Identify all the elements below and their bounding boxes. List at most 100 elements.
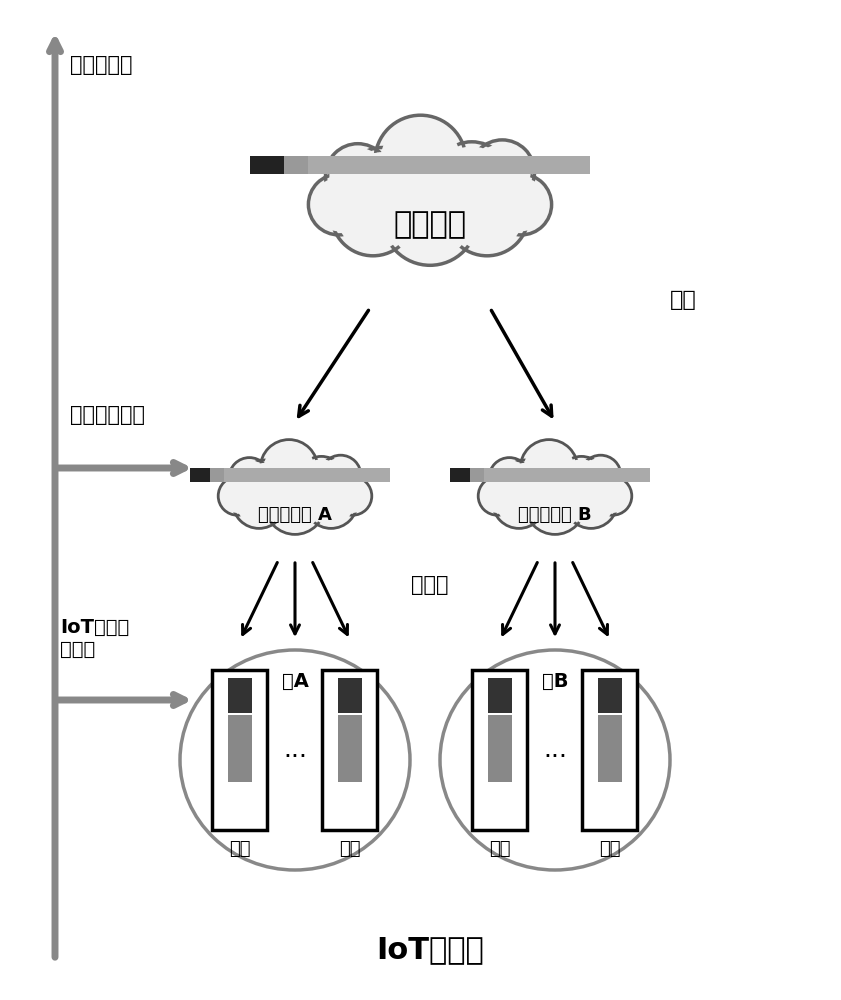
Text: 数据: 数据 [230,840,251,858]
Bar [308,156,590,174]
Circle shape [595,479,630,513]
Circle shape [333,477,372,515]
Circle shape [265,474,325,534]
Circle shape [495,178,548,231]
Text: ...: ... [543,738,567,762]
Ellipse shape [440,650,670,870]
Circle shape [450,177,524,251]
Text: ...: ... [283,738,307,762]
Bar [338,715,362,782]
Bar [489,678,511,713]
Circle shape [300,459,342,502]
Circle shape [480,479,515,513]
Bar [224,468,390,482]
Text: 组A: 组A [282,672,309,691]
Bar [213,670,267,830]
Circle shape [495,479,542,525]
Circle shape [260,440,318,497]
Circle shape [438,146,505,213]
Circle shape [525,474,585,534]
Bar [473,670,527,830]
Text: 云端退出点: 云端退出点 [70,55,133,75]
Circle shape [491,174,552,235]
Circle shape [580,455,621,496]
Circle shape [336,479,369,513]
Text: 云服务器: 云服务器 [394,211,467,239]
Circle shape [323,458,358,494]
Circle shape [383,170,478,265]
Text: IoT设备群: IoT设备群 [376,936,484,964]
Circle shape [264,443,315,494]
Circle shape [233,476,285,528]
Circle shape [434,142,510,218]
Bar [484,468,650,482]
Circle shape [470,140,535,205]
Bar [229,678,251,713]
Circle shape [380,121,461,201]
Circle shape [445,172,529,256]
Circle shape [479,477,516,515]
Circle shape [308,479,354,525]
Circle shape [564,476,617,528]
Bar [250,156,284,174]
Circle shape [312,178,366,231]
Ellipse shape [180,650,410,870]
Circle shape [349,152,416,219]
Circle shape [320,455,361,496]
Bar [450,468,470,482]
Text: 边缘端: 边缘端 [411,575,449,595]
Text: 组B: 组B [542,672,569,691]
Circle shape [336,177,410,251]
Circle shape [489,458,530,498]
Text: 云端: 云端 [670,290,696,310]
Bar [229,715,251,782]
Circle shape [345,147,420,224]
Text: 边缘端退出点: 边缘端退出点 [70,405,145,425]
Text: IoT设备端
退出点: IoT设备端 退出点 [60,618,130,659]
Circle shape [568,479,614,525]
Circle shape [309,174,369,235]
Text: 边缘服务器 A: 边缘服务器 A [258,506,332,524]
Circle shape [331,172,415,256]
Circle shape [389,176,472,260]
Bar [322,670,378,830]
Circle shape [558,456,606,504]
Bar [599,715,621,782]
Circle shape [268,478,321,531]
Circle shape [298,456,346,504]
Circle shape [218,477,257,515]
Circle shape [231,460,267,496]
Text: 数据: 数据 [600,840,621,858]
Circle shape [241,460,289,508]
Bar [210,468,224,482]
Bar [338,678,362,713]
Circle shape [220,479,254,513]
Bar [284,156,308,174]
Circle shape [330,148,386,204]
Circle shape [473,144,531,201]
Circle shape [229,458,270,498]
Bar [583,670,637,830]
Circle shape [583,458,618,494]
Circle shape [491,460,527,496]
Circle shape [501,460,549,508]
Circle shape [521,440,578,497]
Circle shape [375,115,466,206]
Circle shape [594,477,632,515]
Bar [190,468,210,482]
Circle shape [493,476,546,528]
Text: 数据: 数据 [489,840,510,858]
Text: 边缘服务器 B: 边缘服务器 B [518,506,592,524]
Circle shape [325,144,390,208]
Circle shape [560,459,602,502]
Circle shape [529,478,581,531]
Circle shape [304,476,357,528]
Circle shape [524,443,574,494]
Bar [470,468,484,482]
Circle shape [504,463,546,505]
Circle shape [244,463,286,505]
Circle shape [235,479,283,525]
Bar [599,678,621,713]
Text: 数据: 数据 [339,840,361,858]
Bar [489,715,511,782]
